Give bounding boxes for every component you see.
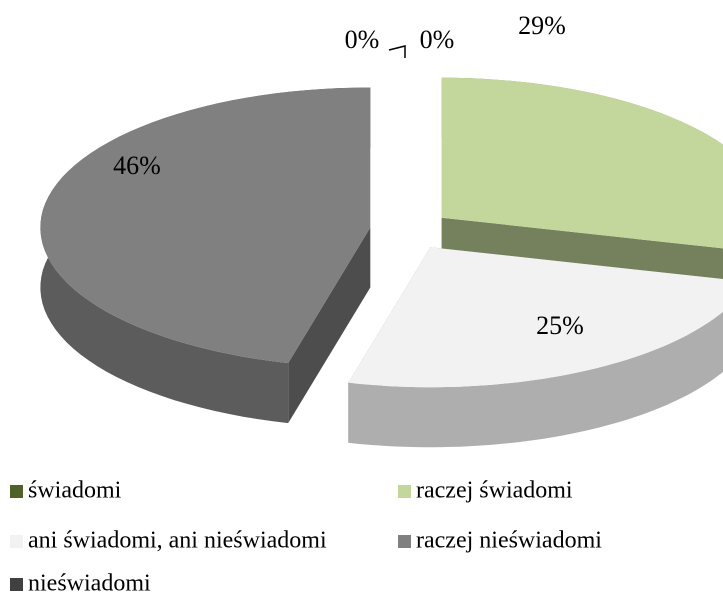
legend-label: raczej nieświadomi [416,528,602,554]
leader-line [388,45,406,58]
data-label: 29% [518,11,566,40]
legend-label: świadomi [28,478,122,504]
legend-swatch [398,485,411,498]
slice [348,247,723,448]
slice-top [441,77,723,249]
legend: świadomi raczej świadomi ani świadomi, ani… [10,478,602,597]
data-label: 25% [536,311,584,340]
slice-top [348,247,723,388]
labels: 0% 29% 25% 46% 0% [113,11,584,340]
data-label: 0% [345,25,380,54]
slice-wall [348,311,723,448]
legend-label: raczej świadomi [416,478,573,504]
slice [40,87,371,424]
data-label: 46% [113,151,161,180]
legend-label: nieświadomi [28,571,151,597]
legend-swatch [10,535,23,548]
legend-swatch [10,485,23,498]
pie [40,77,723,448]
slice-side [288,227,371,424]
legend-label: ani świadomi, ani nieświadomi [28,528,327,554]
legend-swatch [398,535,411,548]
slice-top [40,87,371,364]
legend-swatch [10,578,23,591]
data-label: 0% [420,25,455,54]
